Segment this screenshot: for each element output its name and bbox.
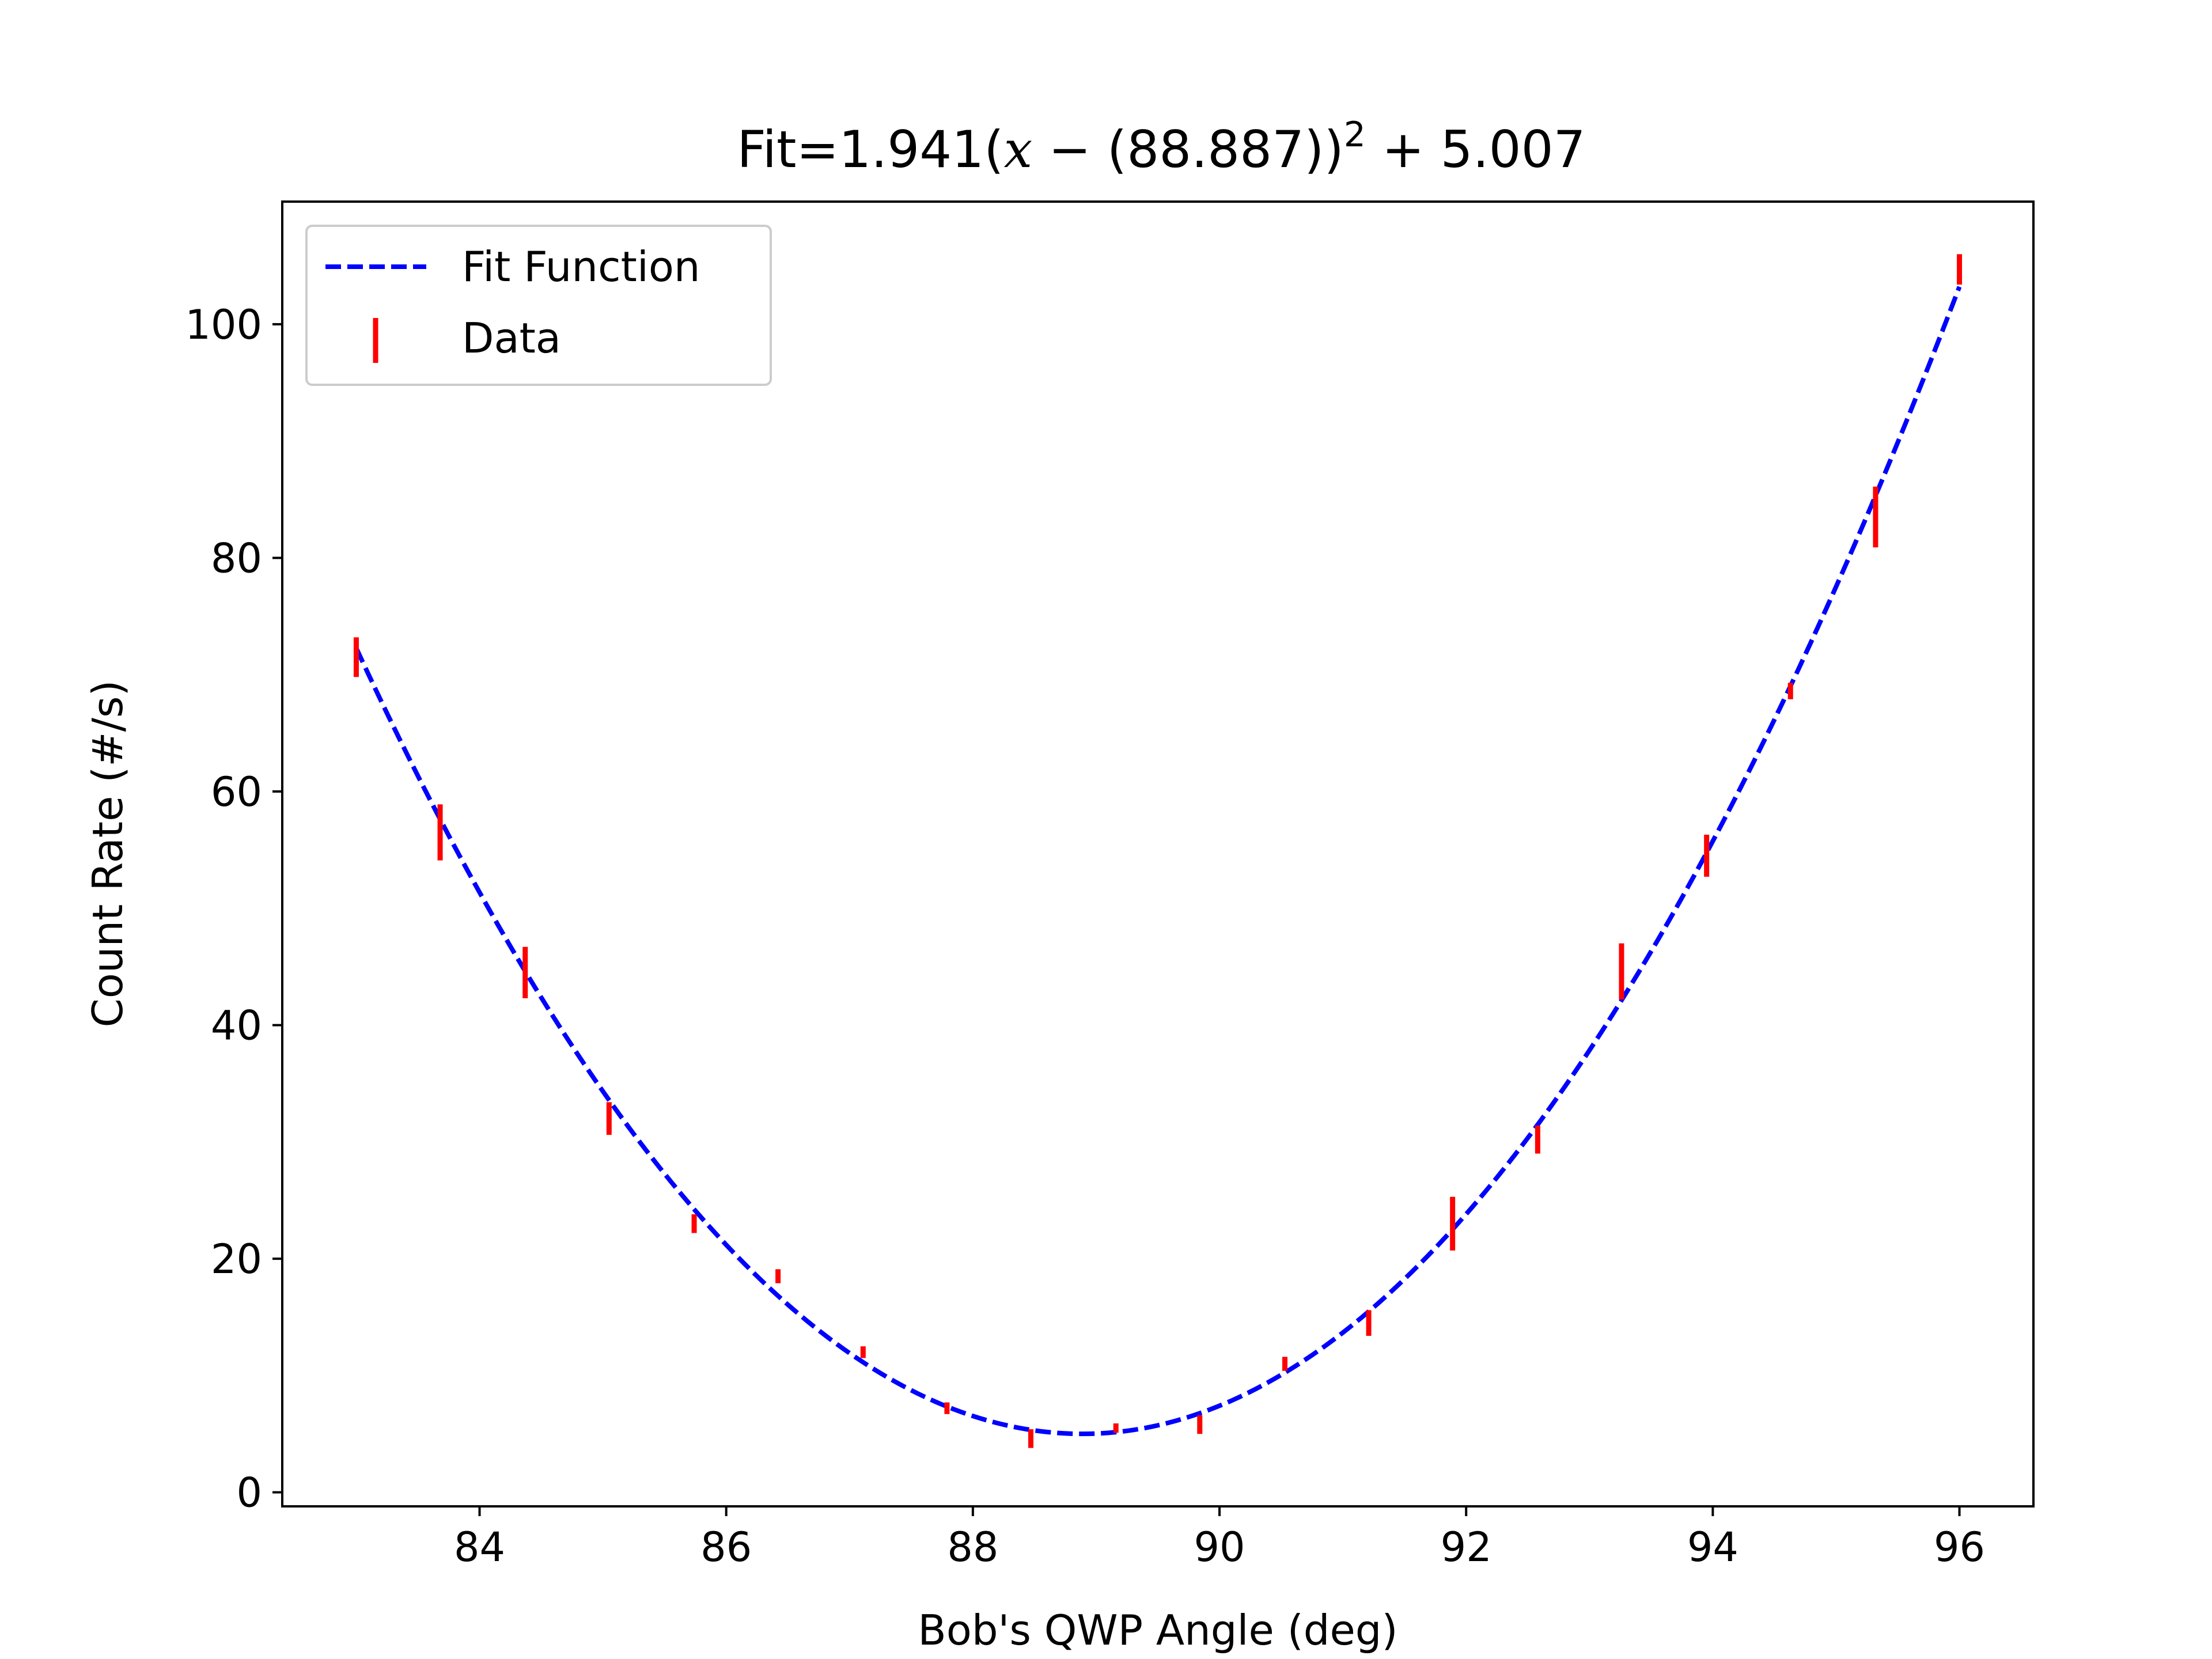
legend: Fit Function Data <box>305 225 772 386</box>
fit-layer <box>354 286 1962 1437</box>
x-tick-label-96: 96 <box>1934 1524 1985 1571</box>
title-prefix: Fit=1.941( <box>737 120 1003 179</box>
y-tick-label-40: 40 <box>211 1002 262 1050</box>
y-axis: 0 20 40 60 80 100 <box>185 301 282 1517</box>
y-tick-label-80: 80 <box>211 535 262 582</box>
plot-frame <box>281 200 2035 1508</box>
chart-title: Fit=1.941(x − (88.887))2 + 5.007 <box>737 115 1585 179</box>
data-layer <box>353 254 1963 1448</box>
x-tick-label-88: 88 <box>947 1524 998 1571</box>
legend-fit-label: Fit Function <box>462 243 700 291</box>
title-middle: − (88.887)) <box>1032 120 1344 179</box>
x-tick-label-94: 94 <box>1687 1524 1738 1571</box>
fit-curve <box>354 286 1962 1437</box>
x-axis: 84 86 88 90 92 94 96 <box>454 1506 1985 1571</box>
y-tick-label-0: 0 <box>236 1469 262 1517</box>
x-tick-label-92: 92 <box>1441 1524 1492 1571</box>
title-exponent: 2 <box>1344 115 1366 155</box>
title-suffix: + 5.007 <box>1366 120 1586 179</box>
x-axis-label: Bob's QWP Angle (deg) <box>918 1606 1397 1654</box>
x-tick-label-90: 90 <box>1194 1524 1245 1571</box>
y-axis-label: Count Rate (#/s) <box>84 680 132 1028</box>
x-tick-label-86: 86 <box>700 1524 752 1571</box>
y-tick-label-60: 60 <box>211 768 262 816</box>
x-tick-label-84: 84 <box>454 1524 505 1571</box>
y-tick-label-100: 100 <box>185 301 262 349</box>
legend-data-label: Data <box>462 314 561 362</box>
title-variable: x <box>1004 120 1033 179</box>
y-tick-label-20: 20 <box>211 1236 262 1283</box>
